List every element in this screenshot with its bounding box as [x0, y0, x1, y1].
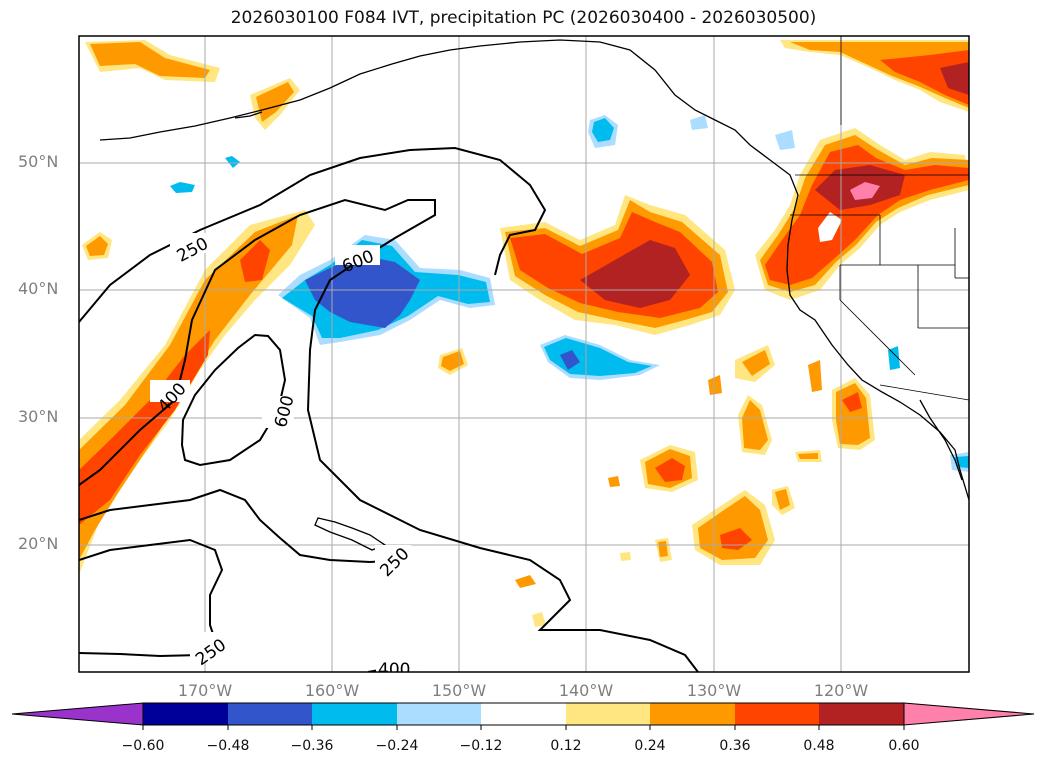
colorbar-tick: 0.24: [634, 738, 666, 754]
state-borders: [790, 36, 969, 401]
contour-600-ring: [180, 333, 287, 467]
colorbar-bin: [228, 703, 312, 725]
precip-positive-band-west: [79, 210, 315, 575]
lon-label-140w: 140°W: [558, 681, 614, 700]
precip-positive-pnw: [755, 40, 969, 300]
colorbar: [11, 702, 1035, 730]
colorbar-tick: −0.60: [121, 738, 165, 754]
contour-label: 400: [378, 660, 410, 680]
colorbar-extend-high: [903, 702, 1035, 726]
colorbar-bin: [735, 703, 819, 725]
contour-400: [79, 198, 699, 672]
colorbar-tick: 0.48: [803, 738, 835, 754]
lat-label-30n: 30°N: [18, 407, 59, 426]
colorbar-bin: [819, 703, 904, 725]
colorbar-tick: −0.24: [375, 738, 419, 754]
contour-250-south: [79, 488, 404, 571]
lon-label-170w: 170°W: [177, 681, 233, 700]
colorbar-tick: −0.12: [459, 738, 503, 754]
colorbar-tick: 0.36: [719, 738, 751, 754]
colorbar-bin: [566, 703, 650, 725]
map-frame: [78, 35, 970, 673]
lat-label-40n: 40°N: [18, 279, 59, 298]
contour-labels: 250 600 400 600 250 250 400: [150, 233, 420, 680]
lon-label-160w: 160°W: [304, 681, 360, 700]
colorbar-tick: 0.12: [550, 738, 582, 754]
precip-positive-central: [500, 195, 735, 335]
colorbar-bin: [143, 703, 228, 725]
colorbar-outline: [142, 702, 905, 726]
map-title: 2026030100 F084 IVT, precipitation PC (2…: [230, 8, 817, 28]
precip-positive-northwest: [82, 40, 300, 260]
colorbar-bin: [650, 703, 735, 725]
lon-label-130w: 130°W: [686, 681, 742, 700]
lat-label-50n: 50°N: [18, 152, 59, 171]
colorbar-tick: −0.36: [290, 738, 334, 754]
contour-250-south2: [79, 538, 224, 658]
colorbar-extend-low: [11, 702, 144, 726]
colorbar-bin: [397, 703, 481, 725]
lat-label-20n: 20°N: [18, 534, 59, 553]
lon-label-120w: 120°W: [813, 681, 869, 700]
colorbar-tick: 0.60: [888, 738, 920, 754]
colorbar-tick: −0.48: [206, 738, 250, 754]
colorbar-bin: [481, 703, 566, 725]
graticule: [79, 36, 969, 672]
lon-label-150w: 150°W: [431, 681, 487, 700]
map-field: 250 600 400 600 250 250 400: [79, 36, 969, 680]
colorbar-bin: [312, 703, 397, 725]
